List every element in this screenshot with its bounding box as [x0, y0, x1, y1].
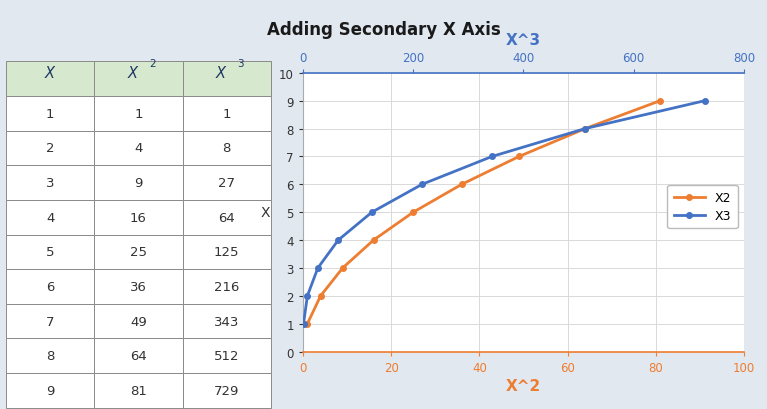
Text: $2$: $2$: [150, 57, 156, 69]
X2: [581, 127, 590, 132]
Line: X3: X3: [301, 99, 708, 327]
X2: [409, 210, 418, 215]
X2: [338, 266, 347, 271]
Text: $3$: $3$: [237, 57, 245, 69]
Legend: X2, X3: X2, X3: [667, 185, 738, 229]
Line: X2: X2: [304, 99, 663, 327]
X3: [417, 182, 426, 187]
Y-axis label: X: X: [261, 206, 270, 220]
X3: [700, 99, 709, 104]
X3: [303, 294, 312, 299]
X3: [581, 127, 590, 132]
X3: [334, 238, 343, 243]
X3: [299, 321, 308, 326]
X2: [369, 238, 378, 243]
X2: [457, 182, 466, 187]
X2: [316, 294, 325, 299]
X-axis label: X^2: X^2: [506, 378, 541, 393]
X3: [367, 210, 377, 215]
X-axis label: X^3: X^3: [506, 33, 541, 48]
X3: [313, 266, 322, 271]
Text: $X$: $X$: [215, 65, 228, 81]
X2: [656, 99, 665, 104]
Text: $X$: $X$: [127, 65, 140, 81]
X2: [303, 321, 312, 326]
X3: [488, 155, 497, 160]
Text: Adding Secondary X Axis: Adding Secondary X Axis: [267, 21, 500, 39]
Text: $X$: $X$: [44, 65, 57, 81]
X2: [515, 155, 524, 160]
